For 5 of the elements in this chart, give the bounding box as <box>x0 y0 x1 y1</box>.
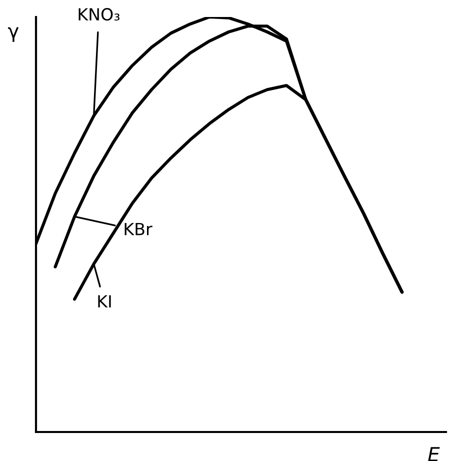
series-label: KI <box>98 295 111 308</box>
text: KNO₃ <box>78 8 120 21</box>
legend-label: KBr <box>124 222 152 236</box>
y-axis-title: γ <box>8 27 19 42</box>
x-axis-title: E <box>428 447 440 461</box>
